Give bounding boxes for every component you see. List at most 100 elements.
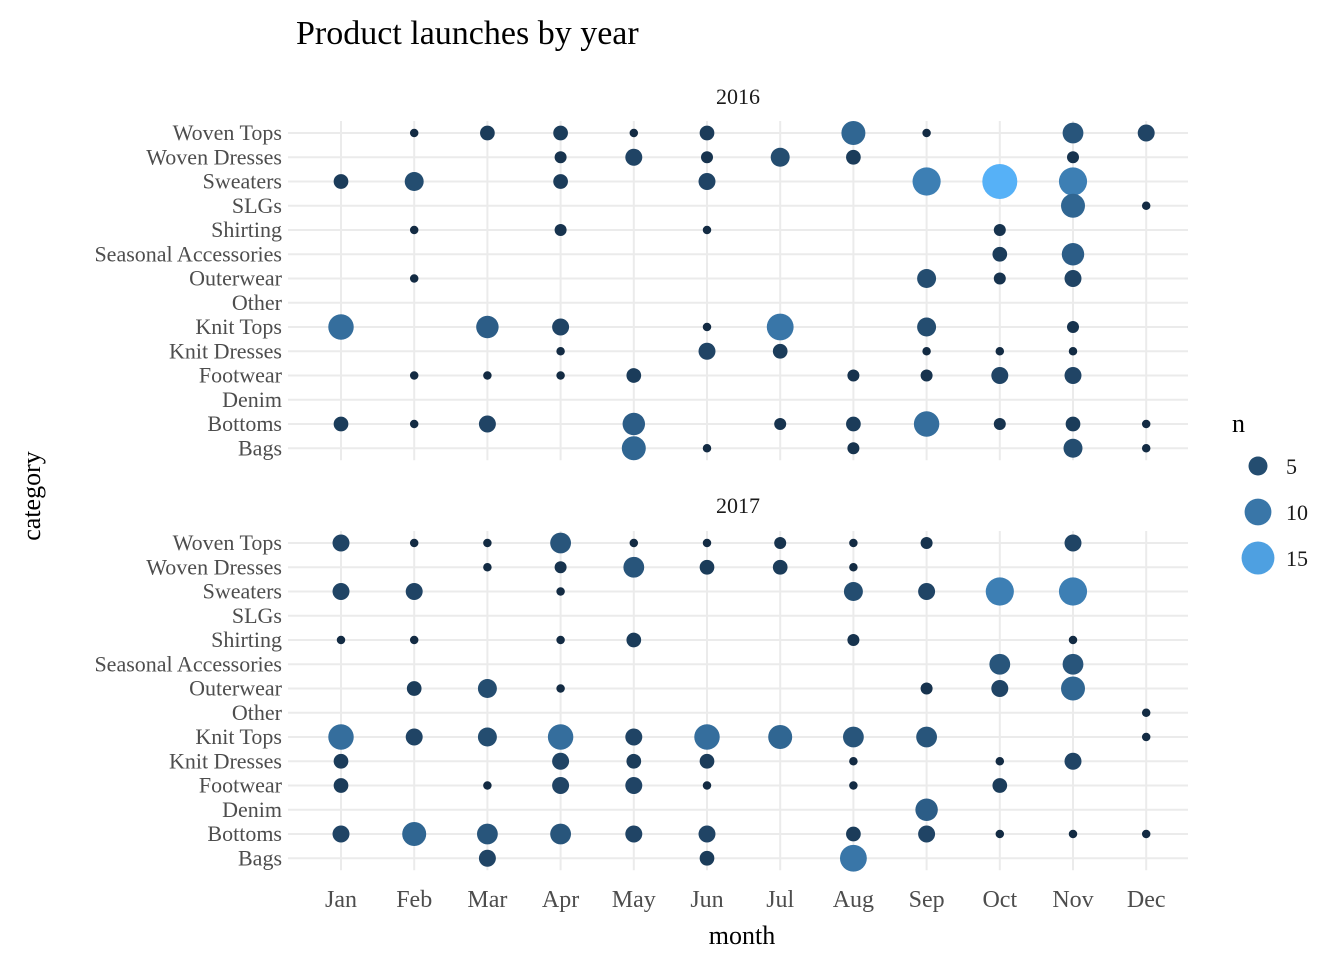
point-woven-tops-may <box>629 538 639 548</box>
y-tick-label: SLGs <box>232 193 282 218</box>
point-woven-tops-nov <box>1064 534 1082 552</box>
point-knit-dresses-jun <box>698 342 716 360</box>
point-footwear-apr <box>556 371 565 380</box>
y-tick-label: Other <box>232 290 283 315</box>
y-tick-label: Bottoms <box>207 821 282 846</box>
legend-label: 5 <box>1286 454 1297 479</box>
point-woven-dresses-jun <box>699 559 715 575</box>
point-seasonal-accessories-nov <box>1061 243 1085 266</box>
point-bottoms-may <box>622 412 646 436</box>
point-footwear-aug <box>849 781 858 790</box>
point-knit-tops-jul <box>766 313 794 341</box>
point-outerwear-apr <box>556 684 565 693</box>
point-bottoms-may <box>625 825 643 843</box>
point-bottoms-sep <box>918 825 936 843</box>
x-tick-label: Jan <box>325 887 357 913</box>
point-bottoms-jan <box>333 416 349 432</box>
point-slgs-nov <box>1061 193 1085 218</box>
point-footwear-jan <box>333 778 349 793</box>
y-tick-label: Footwear <box>199 363 283 388</box>
point-outerwear-feb <box>406 681 422 696</box>
point-bottoms-jun <box>698 825 716 843</box>
point-sweaters-feb <box>405 583 423 600</box>
point-knit-dresses-apr <box>556 347 565 356</box>
y-tick-label: Knit Tops <box>195 314 282 339</box>
y-tick-label: Bags <box>238 435 282 460</box>
y-tick-label: Shirting <box>211 627 282 652</box>
point-bags-nov <box>1063 438 1083 458</box>
point-bottoms-feb <box>409 419 419 429</box>
legend-label: 15 <box>1286 546 1308 571</box>
point-knit-tops-jul <box>768 725 793 749</box>
point-knit-dresses-jul <box>772 343 788 359</box>
x-tick-label: Sep <box>909 887 945 913</box>
point-woven-dresses-may <box>625 148 643 166</box>
point-knit-tops-apr <box>552 318 570 336</box>
point-knit-tops-jun <box>694 724 720 750</box>
point-woven-tops-sep <box>920 537 933 549</box>
point-bags-mar <box>478 849 496 867</box>
point-footwear-apr <box>552 777 570 794</box>
point-bags-aug <box>839 844 867 872</box>
point-bottoms-mar <box>478 415 496 433</box>
point-knit-tops-nov <box>1067 321 1079 333</box>
point-outerwear-oct <box>993 272 1006 285</box>
point-sweaters-nov <box>1058 167 1088 196</box>
point-shirting-feb <box>409 225 419 235</box>
point-outerwear-nov <box>1061 676 1085 701</box>
point-knit-tops-may <box>625 728 643 746</box>
point-knit-tops-jan <box>328 724 354 750</box>
x-axis: Jan Feb Mar Apr May Jun Jul Aug Sep Oct Nov Dec <box>325 887 1166 913</box>
point-sweaters-apr <box>553 174 568 189</box>
point-woven-tops-jul <box>774 537 787 549</box>
point-woven-dresses-jul <box>770 147 790 167</box>
point-knit-tops-mar <box>476 315 499 339</box>
point-shirting-jan <box>336 635 346 645</box>
point-footwear-may <box>626 368 642 383</box>
point-woven-tops-mar <box>480 125 495 141</box>
point-shirting-apr <box>556 635 565 645</box>
point-woven-tops-feb <box>409 128 419 138</box>
point-outerwear-mar <box>477 679 497 698</box>
x-tick-label: Apr <box>542 887 579 913</box>
y-tick-label: Shirting <box>211 217 282 242</box>
point-denim-sep <box>915 798 938 821</box>
point-bottoms-nov <box>1065 416 1081 432</box>
point-sweaters-sep <box>918 583 936 600</box>
point-woven-tops-aug <box>841 121 866 145</box>
point-knit-dresses-jun <box>699 753 715 769</box>
y-tick-label: Seasonal Accessories <box>94 241 282 266</box>
y-tick-label: Woven Tops <box>173 120 282 145</box>
point-footwear-jun <box>702 781 712 790</box>
legend-title: n <box>1232 409 1245 438</box>
x-tick-label: Jul <box>766 887 794 913</box>
x-tick-label: Feb <box>396 887 432 913</box>
point-sweaters-oct <box>985 577 1014 606</box>
point-knit-tops-aug <box>843 726 864 748</box>
point-shirting-apr <box>554 224 567 236</box>
y-tick-label: Outerwear <box>189 266 283 291</box>
point-woven-dresses-jul <box>772 559 788 575</box>
point-shirting-jun <box>702 225 712 235</box>
x-axis-title: month <box>709 921 775 950</box>
point-footwear-aug <box>847 369 860 382</box>
point-slgs-dec <box>1141 201 1151 210</box>
point-bottoms-jan <box>332 825 350 843</box>
point-bottoms-oct <box>993 418 1006 430</box>
point-bottoms-jul <box>774 418 787 430</box>
point-bottoms-apr <box>550 823 571 845</box>
point-bottoms-nov <box>1068 829 1078 839</box>
point-sweaters-jun <box>698 173 716 190</box>
y-tick-label: Knit Dresses <box>169 748 282 773</box>
point-knit-tops-jan <box>328 314 354 340</box>
point-sweaters-feb <box>404 172 424 191</box>
point-woven-tops-jan <box>332 534 350 552</box>
point-knit-dresses-may <box>626 753 642 769</box>
x-tick-label: Mar <box>467 887 507 913</box>
point-knit-tops-sep <box>916 726 937 748</box>
point-woven-dresses-may <box>623 556 645 578</box>
point-sweaters-jan <box>333 174 349 189</box>
